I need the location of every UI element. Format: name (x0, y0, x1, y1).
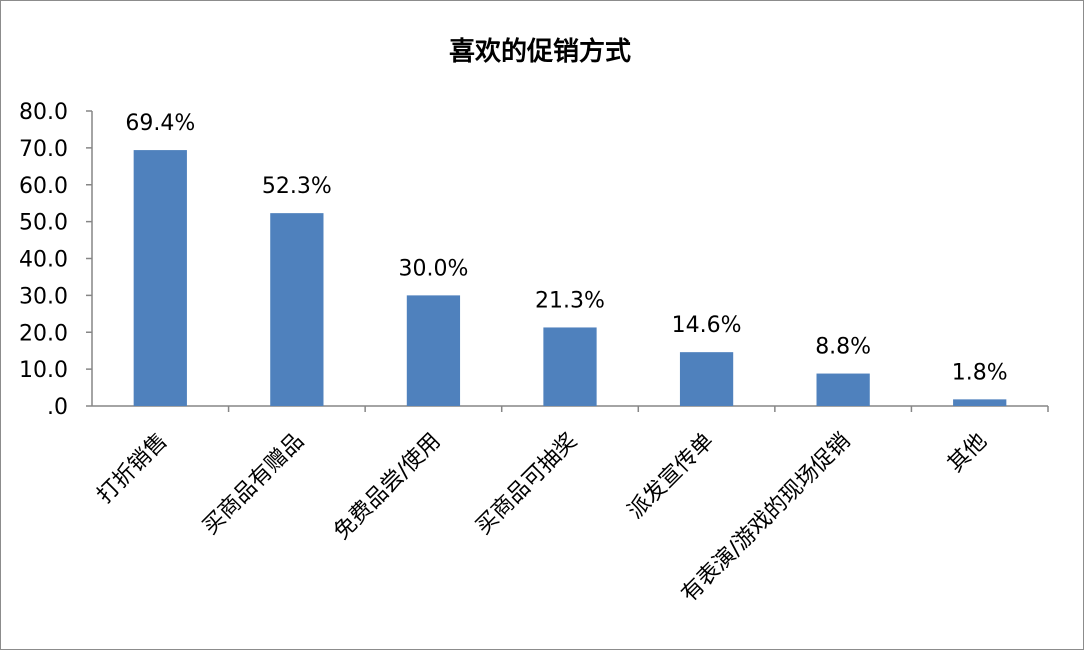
data-label: 30.0% (398, 256, 468, 281)
y-tick-label: 40.0 (19, 248, 68, 273)
bar (679, 352, 734, 406)
category-label: 其他 (943, 429, 992, 478)
bar (816, 373, 870, 406)
data-label: 21.3% (535, 288, 605, 313)
chart-title: 喜欢的促销方式 (449, 36, 631, 67)
bars (133, 150, 1007, 406)
category-label: 免费品尝/使用 (329, 429, 445, 545)
y-tick-label: 70.0 (19, 137, 68, 162)
y-tick-label: 10.0 (19, 358, 68, 383)
y-tick-label: 30.0 (19, 284, 68, 309)
data-label: 69.4% (125, 111, 195, 136)
data-label: 8.8% (815, 335, 871, 360)
data-label: 1.8% (952, 360, 1008, 385)
bar (270, 213, 324, 406)
bar (406, 295, 461, 406)
y-tick-label: .0 (47, 395, 68, 420)
category-label: 买商品可抽奖 (471, 429, 582, 540)
y-tick-label: 50.0 (19, 211, 68, 236)
data-label: 52.3% (262, 174, 332, 199)
y-tick-label: 60.0 (19, 174, 68, 199)
category-label: 买商品有赠品 (198, 429, 309, 540)
bar (953, 399, 1007, 406)
bar (543, 327, 597, 406)
bar (133, 150, 187, 406)
data-label: 14.6% (672, 313, 742, 338)
category-label: 打折销售 (93, 429, 173, 509)
axes: .0 10.0 20.0 30.0 40.0 50.0 60.0 70.0 80.0 (19, 100, 1049, 420)
y-tick-label: 80.0 (19, 100, 68, 125)
category-label: 派发宣传单 (623, 429, 718, 524)
y-tick-label: 20.0 (19, 321, 68, 346)
